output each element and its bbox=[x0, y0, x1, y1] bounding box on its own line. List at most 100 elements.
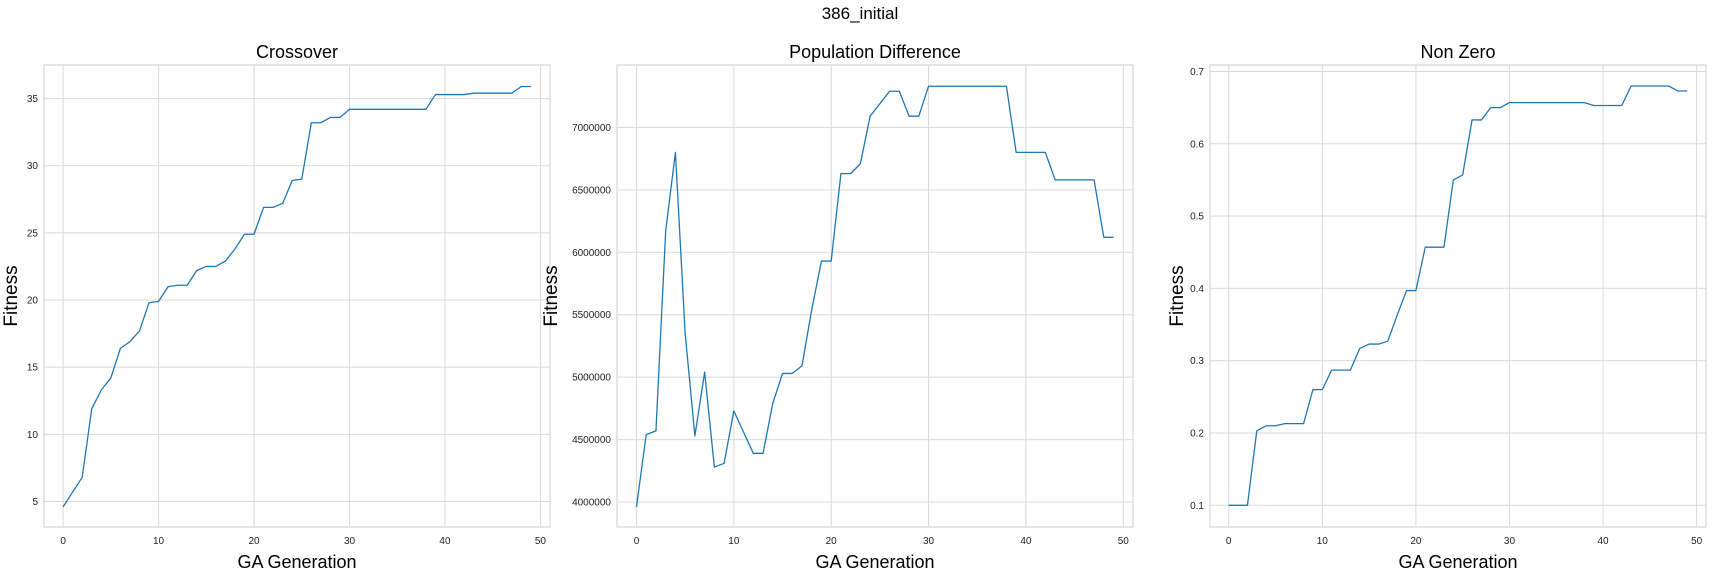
data-point bbox=[520, 85, 523, 88]
data-point bbox=[348, 108, 351, 111]
data-point bbox=[674, 151, 677, 154]
x-tick-label: 0 bbox=[60, 536, 66, 547]
data-point bbox=[1265, 424, 1268, 427]
data-point bbox=[664, 230, 667, 233]
x-tick-label: 40 bbox=[1020, 536, 1032, 547]
data-point bbox=[176, 284, 179, 287]
subplot-3: 0 10 20 30 40 50 0.1 0.2 0.3 0.4 0.5 0.6 0.7 Non Zero… bbox=[1167, 42, 1707, 572]
y-tick-label: 5000000 bbox=[572, 373, 611, 384]
y-axis-label: Fitness bbox=[541, 265, 562, 326]
data-point bbox=[501, 92, 504, 95]
y-tick-label: 4000000 bbox=[572, 498, 611, 509]
y-axis-label: Fitness bbox=[1, 265, 22, 326]
data-point bbox=[90, 407, 93, 410]
data-point bbox=[742, 431, 745, 434]
data-point bbox=[1583, 101, 1586, 104]
data-point bbox=[1112, 236, 1115, 239]
subplot-title: Non Zero bbox=[1420, 42, 1495, 62]
data-point bbox=[262, 206, 265, 209]
x-tick-label: 20 bbox=[826, 536, 838, 547]
data-point bbox=[878, 102, 881, 105]
data-point bbox=[253, 233, 256, 236]
x-axis-label: GA Generation bbox=[237, 552, 356, 568]
y-tick-label: 10 bbox=[27, 430, 39, 441]
data-point bbox=[635, 506, 638, 509]
y-axis-label: Fitness bbox=[1167, 265, 1188, 326]
x-tick-label: 10 bbox=[728, 536, 740, 547]
data-point bbox=[1658, 84, 1661, 87]
data-point bbox=[917, 115, 920, 118]
x-axis-label: GA Generation bbox=[815, 552, 934, 568]
data-point bbox=[1063, 178, 1066, 181]
data-point bbox=[1054, 178, 1057, 181]
data-point bbox=[947, 85, 950, 88]
data-point bbox=[1545, 101, 1548, 104]
data-point bbox=[771, 402, 774, 405]
data-point bbox=[791, 372, 794, 375]
data-point bbox=[723, 462, 726, 465]
y-tick-label: 0.6 bbox=[1190, 139, 1204, 150]
data-point bbox=[81, 476, 84, 479]
data-point bbox=[1564, 101, 1567, 104]
data-point bbox=[1102, 236, 1105, 239]
data-point bbox=[1237, 504, 1240, 507]
data-point bbox=[405, 108, 408, 111]
data-point bbox=[62, 505, 65, 508]
data-point bbox=[1471, 118, 1474, 121]
data-point bbox=[529, 85, 532, 88]
data-point bbox=[195, 269, 198, 272]
y-tick-label: 0.2 bbox=[1190, 429, 1204, 440]
data-point bbox=[1368, 343, 1371, 346]
x-tick-label: 40 bbox=[1597, 536, 1609, 547]
data-point bbox=[937, 85, 940, 88]
data-point bbox=[1667, 84, 1670, 87]
data-point bbox=[272, 206, 275, 209]
data-point bbox=[1386, 340, 1389, 343]
data-point bbox=[186, 284, 189, 287]
data-point bbox=[781, 372, 784, 375]
data-point bbox=[358, 108, 361, 111]
x-tick-label: 20 bbox=[248, 536, 260, 547]
data-point bbox=[976, 85, 979, 88]
data-point bbox=[1508, 101, 1511, 104]
data-point bbox=[463, 93, 466, 96]
data-point bbox=[888, 90, 891, 93]
y-tick-label: 0.1 bbox=[1190, 501, 1204, 512]
x-tick-label: 20 bbox=[1410, 536, 1422, 547]
y-tick-label: 25 bbox=[27, 228, 39, 239]
data-point bbox=[1573, 101, 1576, 104]
data-point bbox=[1442, 246, 1445, 249]
x-axis-label: GA Generation bbox=[1398, 552, 1517, 568]
subplot-2: 0 10 20 30 40 50 4000000 4500000 5000000 5500000 6… bbox=[541, 42, 1134, 572]
y-tick-label: 15 bbox=[27, 363, 39, 374]
data-point bbox=[396, 108, 399, 111]
data-point bbox=[109, 376, 112, 379]
x-tick-label: 40 bbox=[439, 536, 451, 547]
data-point bbox=[839, 172, 842, 175]
data-point bbox=[1602, 104, 1605, 107]
data-point bbox=[1424, 246, 1427, 249]
data-point bbox=[100, 389, 103, 392]
data-point bbox=[472, 92, 475, 95]
data-point bbox=[1358, 347, 1361, 350]
data-point bbox=[684, 332, 687, 335]
data-point bbox=[443, 93, 446, 96]
series-line bbox=[1228, 85, 1688, 506]
data-point bbox=[338, 116, 341, 119]
data-point bbox=[453, 93, 456, 96]
data-point bbox=[157, 300, 160, 303]
data-point bbox=[1005, 85, 1008, 88]
data-point bbox=[491, 92, 494, 95]
data-point bbox=[1433, 246, 1436, 249]
data-point bbox=[762, 452, 765, 455]
data-point bbox=[510, 92, 513, 95]
data-point bbox=[1527, 101, 1530, 104]
data-point bbox=[205, 265, 208, 268]
y-tick-label: 35 bbox=[27, 94, 39, 105]
data-point bbox=[377, 108, 380, 111]
data-point bbox=[1461, 173, 1464, 176]
series-line bbox=[62, 85, 531, 508]
data-point bbox=[281, 202, 284, 205]
data-point bbox=[1340, 369, 1343, 372]
data-point bbox=[1255, 429, 1258, 432]
